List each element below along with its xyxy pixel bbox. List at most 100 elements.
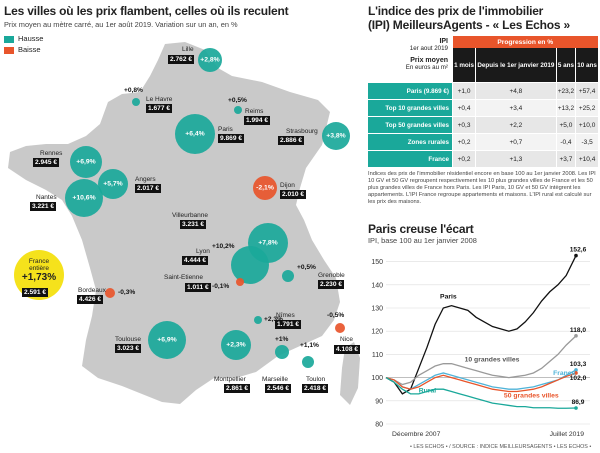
- city-bubble-saint-etienne: [236, 278, 244, 286]
- ipi-col-header-1: Depuis le 1er janvier 2019: [475, 48, 557, 83]
- ipi-col-header-3: 10 ans: [575, 48, 598, 83]
- y-tick-label: 100: [371, 375, 383, 382]
- ipi-head-unit: En euros au m²: [405, 64, 448, 71]
- city-price-n-mes: 1.791 €: [275, 320, 301, 329]
- ipi-row-label: Top 50 grandes villes: [368, 116, 453, 134]
- city-pct-grenoble: +0,5%: [297, 264, 316, 271]
- series-name-label: Rural: [419, 388, 436, 395]
- series-end-point: [574, 368, 578, 372]
- legend-hausse-label: Hausse: [18, 34, 44, 43]
- ipi-cell: +13,2: [555, 99, 576, 117]
- table-row: Top 10 grandes villes +0,4 +3,4 +13,2 +25,2: [368, 99, 598, 117]
- city-pct-angers: +5,7%: [103, 180, 123, 188]
- city-name-reims: Reims: [245, 108, 264, 115]
- france-badge-price: 2.591 €: [22, 288, 48, 297]
- city-name-marseille: Marseille: [262, 376, 289, 383]
- ipi-col-header-0: 1 mois: [451, 48, 476, 83]
- city-price-toulon: 2.418 €: [302, 384, 328, 393]
- table-row: Paris (9.869 €) +1,0 +4,8 +23,2 +57,4: [368, 82, 598, 100]
- ipi-head-date: 1er aout 2019: [409, 45, 448, 52]
- city-price-rennes: 2.945 €: [33, 158, 59, 167]
- city-bubble-nantes: [65, 179, 103, 217]
- series-end-point: [574, 334, 578, 338]
- series-line-rural: [385, 377, 577, 409]
- series-end-point: [574, 371, 578, 375]
- series-line-france: [385, 369, 577, 390]
- city-bubble-marseille: [275, 345, 289, 359]
- city-name-montpellier: Montpellier: [214, 376, 246, 383]
- city-name-nantes: Nantes: [36, 194, 57, 201]
- city-pct-dijon: -2,1%: [256, 184, 274, 192]
- city-name-bordeaux: Bordeaux: [78, 287, 106, 294]
- ipi-row-label: Paris (9.869 €): [368, 82, 453, 100]
- france-map: [8, 42, 360, 405]
- city-name-paris: Paris: [218, 126, 233, 133]
- city-price-nice: 4.108 €: [334, 345, 360, 354]
- city-name-lyon: Lyon: [196, 248, 210, 255]
- y-tick-label: 130: [371, 306, 383, 313]
- ipi-note: Indices des prix de l'immobilier résiden…: [368, 171, 596, 205]
- hausse-swatch: [4, 35, 14, 43]
- city-pct-lille: +2,8%: [200, 56, 220, 64]
- corsica: [340, 342, 360, 405]
- ipi-row-label: Zones rurales: [368, 133, 453, 151]
- ipi-cell: +4,8: [475, 82, 557, 100]
- y-tick-label: 120: [371, 329, 383, 336]
- france-outline: [8, 42, 340, 404]
- france-badge-line1: France: [28, 258, 50, 265]
- city-bubble-bordeaux: [105, 288, 115, 298]
- city-name-n-mes: Nîmes: [276, 312, 295, 319]
- city-pct-nice: -0,5%: [327, 312, 345, 319]
- city-bubble-reims: [234, 106, 242, 114]
- table-row: Top 50 grandes villes +0,3 +2,2 +5,0 +10,0: [368, 116, 598, 134]
- x-label-end: Juillet 2019: [550, 431, 585, 438]
- city-bubble-montpellier: [221, 330, 251, 360]
- city-bubble-le-havre: [132, 98, 140, 106]
- end-value-label: 102,0: [570, 375, 587, 382]
- chart-subtitle: IPI, base 100 au 1er janvier 2008: [368, 236, 477, 245]
- city-bubble-rennes: [70, 146, 102, 178]
- city-name-rennes: Rennes: [40, 150, 63, 157]
- legend-hausse: Hausse: [4, 33, 43, 44]
- city-name-le-havre: Le Havre: [146, 96, 173, 103]
- series-name-label: Paris: [440, 294, 457, 301]
- map-legend: Hausse Baisse: [4, 33, 43, 55]
- city-pct-n-mes: +2,3%: [264, 316, 283, 323]
- city-pct-marseille: +1%: [275, 336, 289, 343]
- city-pct-bordeaux: -0,3%: [118, 289, 136, 296]
- x-label-start: Décembre 2007: [392, 431, 441, 438]
- city-pct-montpellier: +2,3%: [226, 341, 246, 349]
- map-title: Les villes où les prix flambent, celles …: [4, 4, 289, 18]
- ipi-col-header-2: 5 ans: [555, 48, 576, 83]
- end-value-label: 86,9: [572, 399, 585, 406]
- chart-title: Paris creuse l'écart: [368, 222, 474, 236]
- ipi-cell: +3,7: [555, 150, 576, 167]
- city-bubble-toulouse: [148, 321, 186, 359]
- ipi-column-headers: 1 mois Depuis le 1er janvier 2019 5 ans 10 …: [368, 48, 598, 83]
- city-name-angers: Angers: [135, 176, 156, 183]
- city-bubble-lyon: [231, 246, 269, 284]
- city-pct-toulouse: +6,9%: [157, 336, 177, 344]
- series-end-point: [574, 253, 578, 258]
- city-price-paris: 9.869 €: [218, 134, 244, 143]
- city-pct-rennes: +6,9%: [76, 158, 96, 166]
- ipi-table: IPI 1er aout 2019 Prix moyen En euros au…: [368, 36, 598, 167]
- city-price-le-havre: 1.677 €: [146, 104, 172, 113]
- city-price-lille: 2.762 €: [168, 55, 194, 64]
- city-price-montpellier: 2.861 €: [224, 384, 250, 393]
- city-name-dijon: Dijon: [280, 182, 295, 189]
- city-name-strasbourg: Strasbourg: [286, 128, 318, 135]
- city-bubble-paris: [175, 114, 215, 154]
- city-pct-toulon: +1,1%: [300, 342, 319, 349]
- ipi-cell: +0,4: [451, 99, 476, 117]
- y-tick-label: 140: [371, 282, 383, 289]
- ipi-cell: +25,2: [575, 99, 598, 117]
- city-name-villeurbanne: Villeurbanne: [172, 212, 209, 219]
- ipi-cell: +3,4: [475, 99, 557, 117]
- city-bubble-lille: [198, 48, 222, 72]
- ipi-head-cell: IPI 1er aout 2019 Prix moyen En euros au…: [368, 36, 453, 83]
- city-price-toulouse: 3.023 €: [115, 344, 141, 353]
- ipi-row-label: France: [368, 150, 453, 167]
- city-pct-nantes: +10,6%: [72, 194, 96, 202]
- city-pct-paris: +6,4%: [185, 130, 205, 138]
